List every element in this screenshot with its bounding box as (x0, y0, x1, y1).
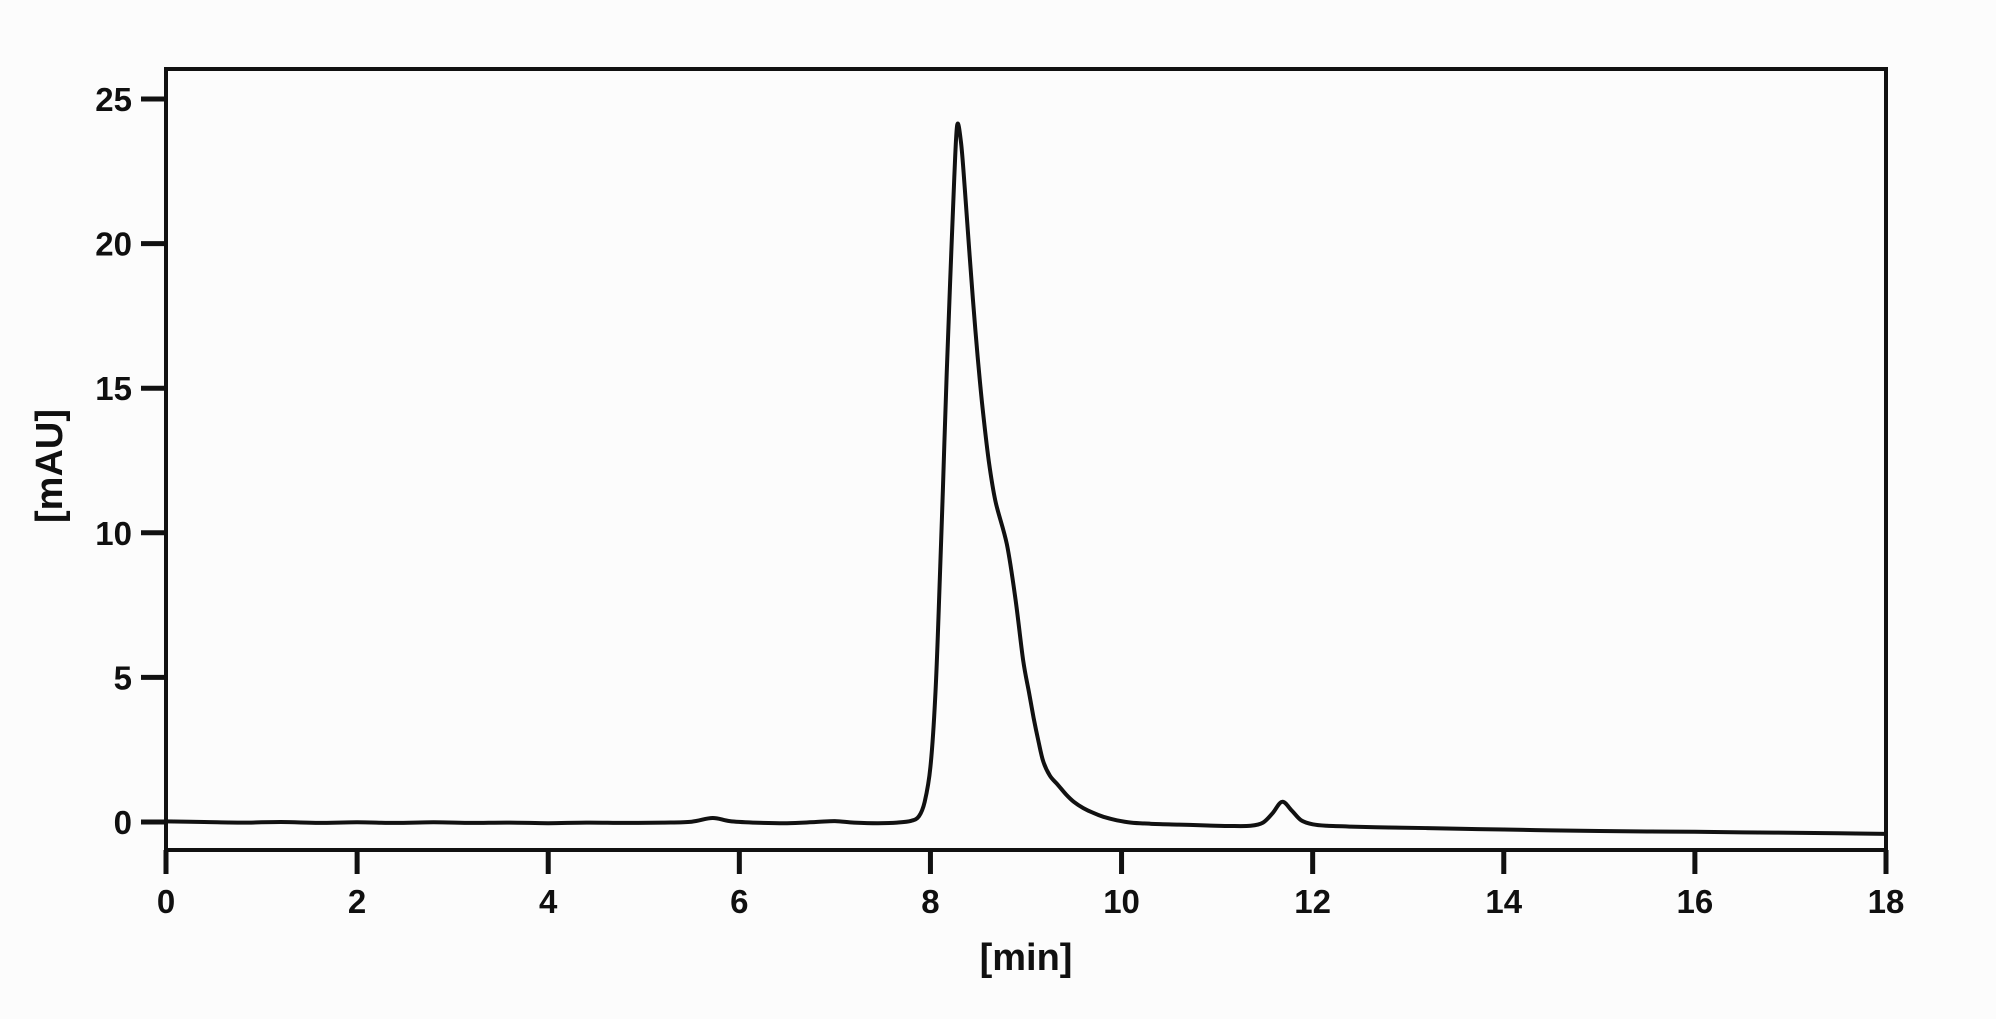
y-tick-label: 15 (95, 370, 132, 407)
x-tick-label: 16 (1677, 883, 1714, 920)
x-tick-label: 2 (348, 883, 366, 920)
y-tick-label: 20 (95, 226, 132, 263)
x-axis-title: [min] (980, 937, 1073, 979)
x-tick-label: 14 (1485, 883, 1522, 920)
x-tick-label: 12 (1294, 883, 1331, 920)
y-tick-label: 0 (114, 804, 132, 841)
x-tick-label: 4 (539, 883, 558, 920)
chromatogram-trace (164, 121, 1888, 836)
x-tick-label: 10 (1103, 883, 1140, 920)
y-tick-label: 10 (95, 515, 132, 552)
y-tick-label: 5 (114, 659, 132, 696)
x-tick-label: 8 (921, 883, 939, 920)
x-tick-label: 6 (730, 883, 748, 920)
y-axis-title: [mAU] (29, 409, 71, 523)
y-tick-label: 25 (95, 81, 132, 118)
x-tick-label: 0 (157, 883, 175, 920)
x-tick-label: 18 (1868, 883, 1905, 920)
plot-border (164, 67, 1888, 852)
